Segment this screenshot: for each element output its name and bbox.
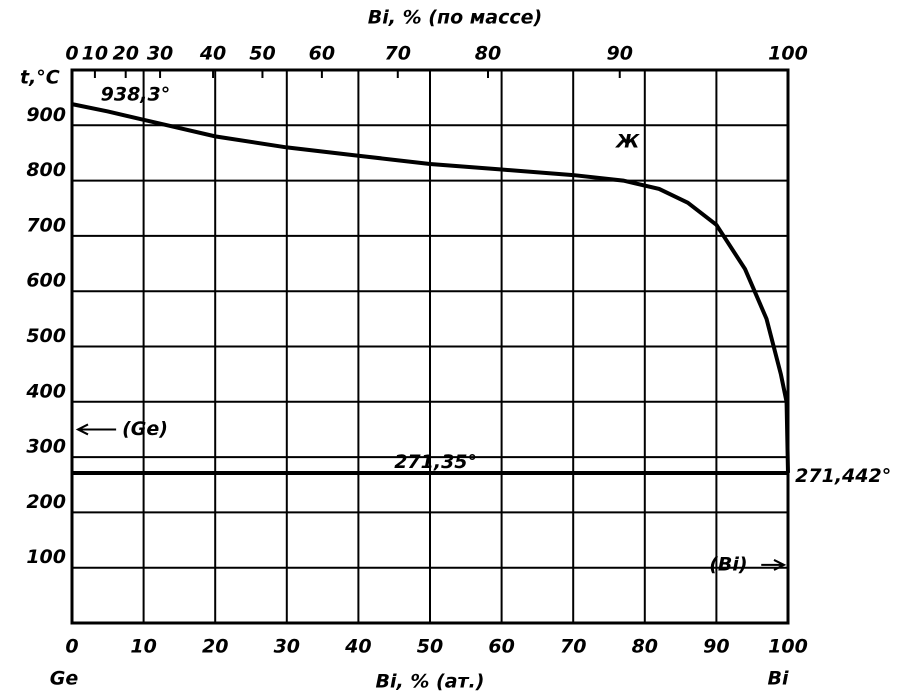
annotation: 271,442° xyxy=(795,465,891,487)
arrow xyxy=(761,559,787,571)
x-axis-label: Bi, % (ат.) xyxy=(376,671,485,693)
x2-tick-label: 90 xyxy=(607,43,633,65)
y-tick-label: 500 xyxy=(26,325,66,347)
x2-tick-label: 0 xyxy=(65,43,78,65)
x2-tick-label: 80 xyxy=(475,43,501,65)
x-tick-label: 50 xyxy=(417,636,443,658)
y-tick-label: 100 xyxy=(26,546,66,568)
annotation: Ж xyxy=(614,130,640,152)
x2-tick-label: 60 xyxy=(309,43,335,65)
y-tick-label: 700 xyxy=(26,214,66,236)
data-line xyxy=(71,102,790,473)
annotation: 938,3° xyxy=(101,83,171,105)
x-tick-label: 30 xyxy=(274,636,300,658)
x-tick-label: 0 xyxy=(65,636,78,658)
y-tick-label: 800 xyxy=(26,159,66,181)
x-tick-label: 100 xyxy=(768,636,808,658)
x2-tick-label: 40 xyxy=(199,43,226,65)
x-tick-label: 10 xyxy=(130,636,156,658)
y-axis-label: t,°C xyxy=(20,67,60,89)
x2-tick-label: 10 xyxy=(82,43,108,65)
y-tick-label: 300 xyxy=(26,436,66,458)
annotation: (Bi) xyxy=(709,553,747,575)
y-tick-label: 600 xyxy=(26,270,66,292)
y-tick-label: 900 xyxy=(26,104,66,126)
y-tick-label: 400 xyxy=(25,380,66,402)
y-tick-label: 200 xyxy=(26,491,66,513)
x-tick-label: 40 xyxy=(344,636,371,658)
x-tick-label: 20 xyxy=(202,636,228,658)
annotation: (Ge) xyxy=(122,418,168,440)
x-tick-label: 70 xyxy=(560,636,586,658)
arrow xyxy=(75,423,117,436)
component-label: Bi xyxy=(768,668,789,690)
annotation: 271,35° xyxy=(394,451,477,473)
x2-tick-label: 70 xyxy=(385,43,411,65)
x-tick-label: 90 xyxy=(703,636,729,658)
component-label: Ge xyxy=(50,668,79,690)
x-tick-label: 80 xyxy=(632,636,658,658)
x2-axis-label: Bi, % (по массе) xyxy=(368,7,542,29)
x-tick-label: 60 xyxy=(488,636,514,658)
x2-tick-label: 100 xyxy=(768,43,808,65)
x2-tick-label: 30 xyxy=(147,43,173,65)
x2-tick-label: 50 xyxy=(249,43,275,65)
x2-tick-label: 20 xyxy=(112,43,138,65)
